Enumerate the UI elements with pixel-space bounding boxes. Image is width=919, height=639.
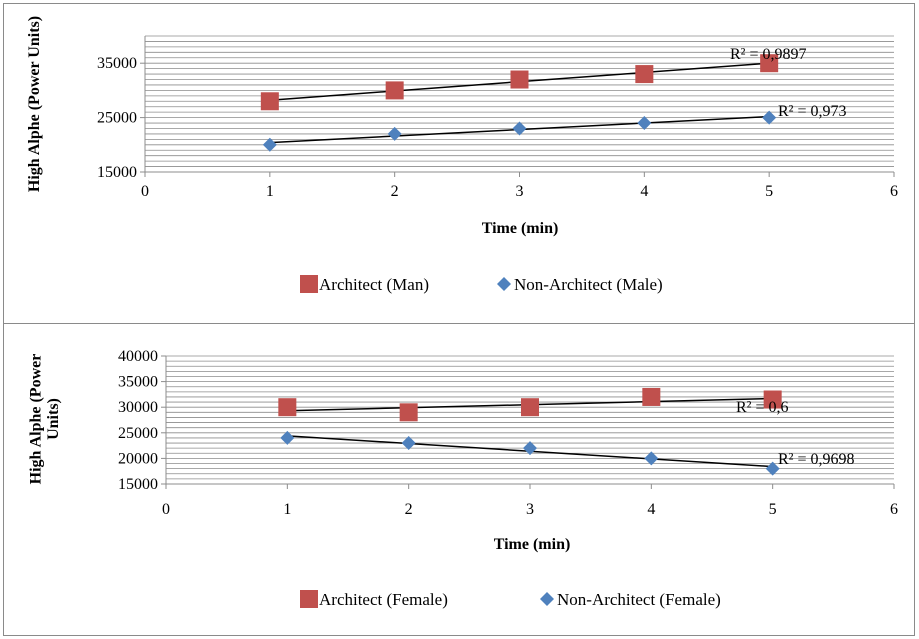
x-tick-label: 5 bbox=[769, 501, 777, 518]
y-tick-label: 40000 bbox=[118, 348, 158, 365]
legend-marker bbox=[300, 275, 318, 293]
legend-label: Non-Architect (Male) bbox=[514, 275, 663, 294]
legend-label: Architect (Man) bbox=[319, 275, 429, 294]
y-tick-label: 15000 bbox=[97, 164, 137, 181]
r-squared-label: R² = 0,9698 bbox=[778, 451, 855, 468]
data-point bbox=[637, 116, 652, 131]
x-tick-label: 0 bbox=[162, 501, 170, 518]
x-tick-label: 4 bbox=[640, 183, 648, 200]
legend-marker bbox=[540, 592, 554, 606]
y-axis-title: High Alphe (PowerUnits) bbox=[27, 354, 62, 485]
x-tick-label: 4 bbox=[647, 501, 655, 518]
x-axis-title: Time (min) bbox=[482, 220, 559, 237]
data-point bbox=[523, 441, 537, 456]
x-tick-label: 0 bbox=[141, 183, 149, 200]
data-point bbox=[644, 451, 659, 466]
x-tick-label: 3 bbox=[526, 501, 534, 518]
y-tick-label: 35000 bbox=[97, 55, 137, 72]
top-chart-panel: 0 1 2 3 4 5 6 15000 25000 35000 Time (min) High Al… bbox=[3, 3, 915, 324]
x-tick-label: 6 bbox=[890, 183, 898, 200]
data-point bbox=[762, 110, 777, 125]
bottom-chart-panel: 0 1 2 3 4 5 6 15000 20000 25000 30000 35000 40000 Ti… bbox=[3, 323, 915, 636]
y-tick-label: 15000 bbox=[118, 476, 158, 493]
x-tick-label: 1 bbox=[266, 183, 274, 200]
y-axis-title: High Alphe (Power Units) bbox=[26, 16, 43, 192]
data-point bbox=[262, 137, 277, 152]
x-tick-label: 5 bbox=[765, 183, 773, 200]
y-tick-label: 35000 bbox=[118, 374, 158, 391]
data-point bbox=[510, 70, 529, 89]
data-point bbox=[280, 430, 295, 445]
x-tick-label: 3 bbox=[516, 183, 524, 200]
r-squared-label: R² = 0,9897 bbox=[730, 46, 807, 63]
x-tick-label: 2 bbox=[391, 183, 399, 200]
r-squared-label: R² = 0,973 bbox=[778, 103, 847, 120]
data-point bbox=[387, 126, 402, 141]
legend-marker bbox=[300, 590, 318, 608]
r-squared-label: R² = 0,6 bbox=[736, 399, 789, 416]
y-tick-label: 30000 bbox=[118, 399, 158, 416]
data-point bbox=[521, 398, 539, 417]
data-point bbox=[760, 54, 779, 73]
y-tick-label: 25000 bbox=[97, 110, 137, 127]
y-tick-label: 25000 bbox=[118, 425, 158, 442]
legend-label: Architect (Female) bbox=[319, 590, 448, 609]
data-point bbox=[763, 390, 782, 409]
data-point bbox=[635, 65, 654, 84]
data-point bbox=[765, 461, 780, 476]
x-tick-label: 1 bbox=[283, 501, 291, 518]
chart-architect-man-vs-non-architect-male: 0 1 2 3 4 5 6 15000 25000 35000 Time (min) High Al… bbox=[26, 16, 898, 294]
data-point bbox=[385, 81, 404, 100]
y-tick-label: 20000 bbox=[118, 450, 158, 467]
x-tick-label: 2 bbox=[405, 501, 413, 518]
x-axis-title: Time (min) bbox=[494, 536, 571, 553]
data-point bbox=[278, 398, 297, 417]
x-tick-label: 6 bbox=[890, 501, 898, 518]
data-point bbox=[401, 436, 416, 451]
data-point bbox=[260, 92, 279, 111]
chart-architect-female-vs-non-architect-female: 0 1 2 3 4 5 6 15000 20000 25000 30000 35000 40000 Ti… bbox=[27, 348, 898, 609]
data-point bbox=[399, 403, 418, 422]
data-point bbox=[512, 121, 527, 136]
legend-label: Non-Architect (Female) bbox=[557, 590, 721, 609]
legend-marker bbox=[497, 277, 511, 291]
data-point bbox=[642, 387, 661, 406]
